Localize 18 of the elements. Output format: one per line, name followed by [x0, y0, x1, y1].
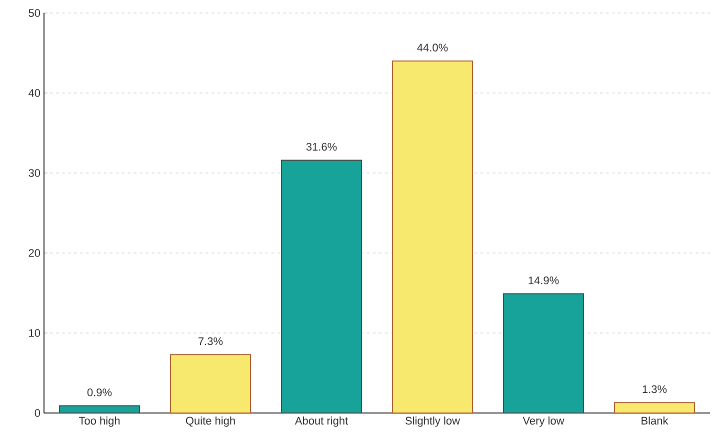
data-label: 7.3% [198, 337, 223, 346]
x-tick-label: About right [294, 416, 348, 427]
x-tick-label: Quite high [186, 416, 235, 427]
y-tick-label: 0 [34, 409, 40, 417]
data-label: 31.6% [306, 142, 337, 151]
y-tick-label: 30 [28, 169, 40, 177]
y-tick-label: 40 [28, 89, 40, 97]
data-label: 1.3% [642, 385, 667, 394]
x-tick-label: Slightly low [405, 416, 460, 427]
x-tick-label: Blank [642, 416, 668, 425]
y-tick-label: 10 [29, 329, 40, 337]
x-tick-label: Very low [522, 416, 564, 427]
data-label: 14.9% [528, 276, 559, 284]
data-label: 44.0% [417, 44, 448, 52]
x-tick-label: Too high [78, 416, 120, 427]
y-tick-label: 50 [28, 9, 40, 17]
data-label: 0.9% [87, 388, 112, 396]
y-tick-label: 20 [28, 249, 40, 257]
